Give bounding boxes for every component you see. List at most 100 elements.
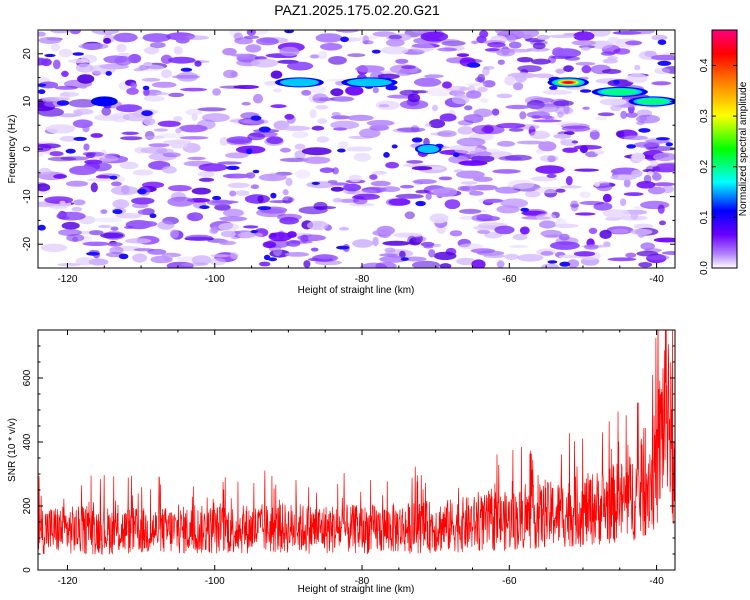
colorbar-tick-label: 0.2 — [699, 159, 710, 173]
heatmap-noise-cell — [220, 230, 236, 238]
heatmap-noise-cell — [437, 47, 457, 52]
heatmap-noise-cell — [654, 67, 670, 75]
heatmap-noise-cell — [428, 119, 446, 129]
heatmap-noise-cell — [631, 169, 643, 178]
heatmap-noise-cell — [312, 93, 329, 104]
heatmap-noise-cell — [602, 193, 612, 203]
heatmap-noise-cell — [498, 156, 522, 161]
heatmap-noise-cell — [292, 131, 309, 139]
heatmap-noise-cell — [59, 91, 80, 97]
heatmap-noise-cell — [541, 263, 559, 268]
heatmap-noise-cell — [492, 169, 521, 174]
y-tick-label: -20 — [22, 237, 33, 252]
heatmap-noise-cell — [256, 37, 279, 46]
heatmap-noise-cell — [173, 46, 183, 55]
heatmap-noise-cell — [347, 53, 366, 58]
heatmap-noise-cell — [69, 30, 81, 35]
heatmap-noise-cell — [38, 143, 52, 153]
heatmap-noise-cell — [133, 248, 155, 252]
heatmap-noise-cell — [270, 104, 287, 109]
heatmap-noise-cell — [144, 135, 165, 139]
colorbar-axes: 0.0 0.1 0.2 0.3 0.4 — [699, 58, 737, 275]
heatmap-noise-cell — [133, 68, 144, 72]
heatmap-noise-cell — [370, 180, 391, 187]
heatmap-noise-cell — [468, 190, 484, 196]
heatmap-noise-cell — [555, 188, 566, 193]
heatmap-noise-cell — [532, 119, 562, 123]
heatmap-noise-cell — [449, 230, 463, 237]
heatmap-noise-cell — [327, 180, 338, 184]
heatmap-noise-cell — [250, 115, 262, 121]
heatmap-noise-cell — [517, 57, 534, 63]
heatmap-noise-cell — [209, 258, 227, 266]
heatmap-noise-cell — [513, 82, 524, 91]
heatmap-noise-cell — [59, 200, 66, 205]
heatmap-noise-cell — [100, 209, 108, 214]
y-tick-label: 20 — [22, 48, 33, 60]
heatmap-noise-cell — [191, 113, 198, 121]
heatmap-noise-cell — [665, 142, 673, 147]
x-tick-label: -60 — [502, 576, 517, 587]
heatmap-noise-cell — [656, 137, 670, 141]
heatmap-noise-cell — [38, 31, 46, 37]
heatmap-noise-cell — [154, 128, 168, 132]
heatmap-noise-cell — [535, 213, 557, 221]
heatmap-noise-cell — [620, 198, 627, 207]
heatmap-noise-cell — [594, 150, 605, 155]
heatmap-noise-cell — [294, 143, 306, 150]
heatmap-noise-cell — [73, 199, 86, 206]
heatmap-noise-cell — [103, 37, 112, 44]
heatmap-noise-cell — [556, 121, 581, 127]
heatmap-noise-cell — [504, 253, 519, 260]
heatmap-noise-cell — [318, 51, 328, 60]
heatmap-feature — [90, 96, 118, 107]
heatmap-noise-cell — [581, 65, 592, 74]
heatmap-noise-cell — [456, 137, 486, 147]
heatmap-noise-cell — [538, 220, 556, 229]
heatmap-noise-cell — [109, 246, 124, 255]
heatmap-noise-cell — [110, 181, 122, 187]
heatmap-noise-cell — [630, 228, 653, 236]
heatmap-noise-cell — [638, 128, 651, 133]
heatmap-noise-cell — [532, 42, 546, 50]
heatmap-noise-cell — [411, 166, 433, 171]
heatmap-noise-cell — [59, 135, 77, 142]
heatmap-noise-cell — [456, 257, 476, 266]
heatmap-noise-cell — [407, 235, 417, 246]
heatmap-noise-cell — [244, 194, 270, 204]
heatmap-noise-cell — [431, 104, 439, 112]
heatmap-noise-cell — [362, 35, 370, 45]
heatmap-noise-cell — [508, 41, 522, 49]
heatmap-y-axis-label: Frequency (Hz) — [7, 115, 18, 184]
heatmap-noise-cell — [547, 260, 558, 264]
heatmap-noise-cell — [171, 142, 188, 149]
heatmap-noise-cell — [61, 70, 69, 77]
heatmap-noise-cell — [460, 181, 478, 185]
heatmap-noise-cell — [50, 43, 61, 52]
heatmap-noise-cell — [553, 100, 574, 107]
heatmap-noise-cell — [640, 242, 655, 250]
heatmap-noise-cell — [218, 222, 240, 231]
heatmap-noise-cell — [555, 68, 566, 74]
x-tick-label: -60 — [502, 274, 517, 285]
snr-series-line — [38, 330, 675, 556]
heatmap-noise-cell — [319, 167, 335, 173]
heatmap-noise-cell — [346, 146, 373, 152]
heatmap-noise-cell — [126, 87, 139, 95]
heatmap-noise-cell — [602, 58, 618, 64]
heatmap-noise-cell — [284, 113, 295, 120]
heatmap-noise-cell — [516, 140, 546, 145]
heatmap-noise-cell — [361, 186, 387, 194]
heatmap-noise-cell — [487, 42, 506, 48]
heatmap-noise-cell — [328, 56, 347, 65]
heatmap-noise-cell — [90, 133, 103, 138]
heatmap-noise-cell — [181, 262, 209, 267]
heatmap-noise-cell — [137, 209, 152, 215]
y-tick-label: -10 — [22, 189, 33, 204]
heatmap-noise-cell — [226, 165, 240, 170]
heatmap-noise-cell — [198, 163, 228, 172]
heatmap-noise-cell — [482, 80, 496, 88]
heatmap-noise-cell — [636, 114, 660, 124]
heatmap-noise-cell — [573, 251, 596, 257]
